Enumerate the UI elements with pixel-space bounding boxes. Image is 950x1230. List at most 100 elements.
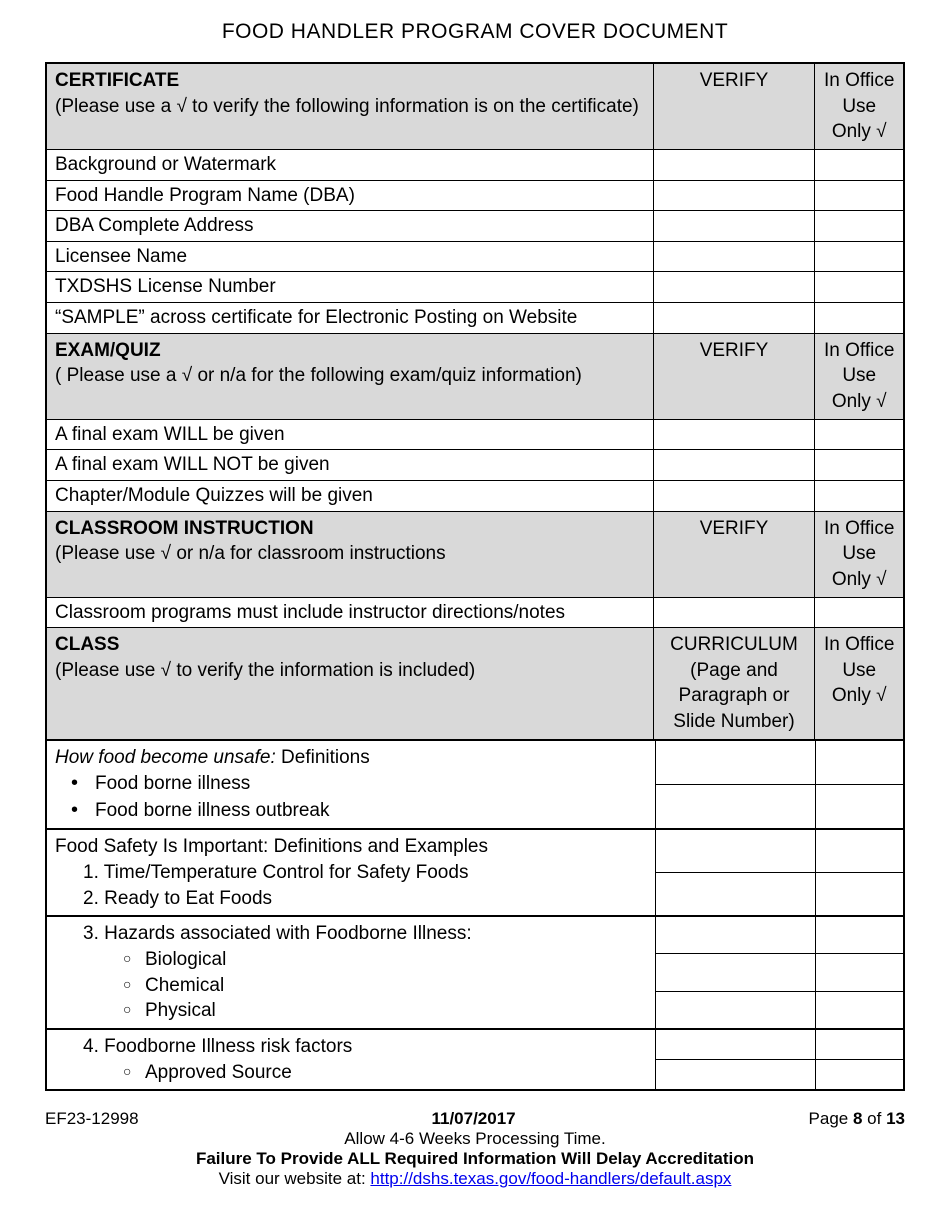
classroom-note: (Please use √ or n/a for classroom instr…: [55, 543, 446, 564]
table-row: A final exam WILL be given: [46, 419, 904, 450]
office-cell: [815, 241, 904, 272]
office-cell: [815, 917, 903, 953]
row-label: Food Handle Program Name (DBA): [46, 180, 653, 211]
curriculum-cell[interactable]: [655, 1030, 815, 1059]
verify-cell[interactable]: [653, 480, 815, 511]
classroom-header: CLASSROOM INSTRUCTION (Please use √ or n…: [46, 511, 904, 597]
block1-lead-rest: Definitions: [276, 747, 370, 768]
office-cell: [815, 149, 904, 180]
class-title: CLASS: [55, 634, 119, 655]
class-block-content: 4. Foodborne Illness risk factors Approv…: [47, 1029, 655, 1089]
row-label: Chapter/Module Quizzes will be given: [46, 480, 653, 511]
table-row: Background or Watermark: [46, 149, 904, 180]
row-label: Background or Watermark: [46, 149, 653, 180]
office-cell: [815, 597, 904, 628]
class-block-row: 4. Foodborne Illness risk factors Approv…: [46, 1028, 904, 1090]
office-cell: [815, 741, 903, 784]
row-label: Licensee Name: [46, 241, 653, 272]
row-label: A final exam WILL be given: [46, 419, 653, 450]
list-item: Chemical: [145, 973, 647, 999]
table-row: Food Handle Program Name (DBA): [46, 180, 904, 211]
curriculum-cell[interactable]: [655, 954, 815, 990]
table-row: Classroom programs must include instruct…: [46, 597, 904, 628]
certificate-note: (Please use a √ to verify the following …: [55, 96, 639, 117]
class-block-content: How food become unsafe: Definitions Food…: [47, 740, 655, 829]
table-row: TXDSHS License Number: [46, 272, 904, 303]
verify-cell[interactable]: [653, 180, 815, 211]
block1-lead-italic: How food become unsafe:: [55, 747, 276, 768]
table-row: “SAMPLE” across certificate for Electron…: [46, 303, 904, 334]
office-cell: [815, 873, 903, 915]
footer: EF23-12998 11/07/2017 Page 8 of 13 Allow…: [45, 1109, 905, 1189]
table-row: Chapter/Module Quizzes will be given: [46, 480, 904, 511]
row-label: “SAMPLE” across certificate for Electron…: [46, 303, 653, 334]
footer-date: 11/07/2017: [431, 1109, 515, 1129]
curriculum-cell[interactable]: [655, 917, 815, 953]
class-block-content: Food Safety Is Important: Definitions an…: [47, 829, 655, 915]
office-cell: [815, 785, 903, 828]
exam-note: ( Please use a √ or n/a for the followin…: [55, 365, 582, 386]
curriculum-cell[interactable]: [655, 741, 815, 784]
classroom-title: CLASSROOM INSTRUCTION: [55, 518, 314, 539]
exam-verify-head: VERIFY: [653, 333, 815, 419]
page-title: FOOD HANDLER PROGRAM COVER DOCUMENT: [45, 20, 905, 44]
list-item: Biological: [145, 947, 647, 973]
table-row: DBA Complete Address: [46, 211, 904, 242]
exam-office-head: In Office Use Only √: [815, 333, 904, 419]
footer-warning: Failure To Provide ALL Required Informat…: [45, 1149, 905, 1169]
certificate-title: CERTIFICATE: [55, 70, 179, 91]
class-block-content: 3. Hazards associated with Foodborne Ill…: [47, 916, 655, 1028]
form-id: EF23-12998: [45, 1109, 139, 1129]
table-row: A final exam WILL NOT be given: [46, 450, 904, 481]
office-cell: [815, 954, 903, 990]
block2-heading: Food Safety Is Important: Definitions an…: [55, 836, 488, 857]
footer-website: Visit our website at: http://dshs.texas.…: [45, 1169, 905, 1189]
block4-heading: 4. Foodborne Illness risk factors: [55, 1034, 647, 1060]
footer-processing: Allow 4-6 Weeks Processing Time.: [45, 1129, 905, 1149]
verify-cell[interactable]: [653, 211, 815, 242]
verify-cell[interactable]: [653, 149, 815, 180]
table-row: Licensee Name: [46, 241, 904, 272]
row-label: DBA Complete Address: [46, 211, 653, 242]
verify-cell[interactable]: [653, 597, 815, 628]
class-curriculum-head: CURRICULUM (Page and Paragraph or Slide …: [653, 628, 815, 740]
list-item: Food borne illness: [95, 770, 647, 797]
office-cell: [815, 272, 904, 303]
office-cell: [815, 992, 903, 1028]
class-block-row: How food become unsafe: Definitions Food…: [46, 739, 904, 829]
office-cell: [815, 830, 903, 872]
certificate-office-head: In Office Use Only √: [815, 63, 904, 149]
office-cell: [815, 303, 904, 334]
exam-header: EXAM/QUIZ ( Please use a √ or n/a for th…: [46, 333, 904, 419]
office-cell: [815, 211, 904, 242]
certificate-verify-head: VERIFY: [653, 63, 815, 149]
exam-title: EXAM/QUIZ: [55, 340, 161, 361]
classroom-office-head: In Office Use Only √: [815, 511, 904, 597]
list-item: Approved Source: [145, 1060, 647, 1086]
office-cell: [815, 419, 904, 450]
row-label: TXDSHS License Number: [46, 272, 653, 303]
verify-cell[interactable]: [653, 450, 815, 481]
list-item: Physical: [145, 998, 647, 1024]
page-indicator: Page 8 of 13: [809, 1109, 905, 1129]
verify-cell[interactable]: [653, 419, 815, 450]
curriculum-cell[interactable]: [655, 785, 815, 828]
curriculum-cell[interactable]: [655, 1060, 815, 1089]
list-item: Food borne illness outbreak: [95, 797, 647, 824]
class-note: (Please use √ to verify the information …: [55, 660, 475, 681]
class-header: CLASS (Please use √ to verify the inform…: [46, 628, 904, 740]
verify-cell[interactable]: [653, 241, 815, 272]
office-cell: [815, 1030, 903, 1059]
office-cell: [815, 1060, 903, 1089]
curriculum-cell[interactable]: [655, 873, 815, 915]
curriculum-cell[interactable]: [655, 992, 815, 1028]
website-link[interactable]: http://dshs.texas.gov/food-handlers/defa…: [370, 1169, 731, 1188]
row-label: A final exam WILL NOT be given: [46, 450, 653, 481]
verify-cell[interactable]: [653, 272, 815, 303]
class-office-head: In Office Use Only √: [815, 628, 904, 740]
cover-table: CERTIFICATE (Please use a √ to verify th…: [45, 62, 905, 1091]
verify-cell[interactable]: [653, 303, 815, 334]
curriculum-cell[interactable]: [655, 830, 815, 872]
class-block-row: Food Safety Is Important: Definitions an…: [46, 829, 904, 916]
list-item: 2. Ready to Eat Foods: [83, 886, 647, 912]
